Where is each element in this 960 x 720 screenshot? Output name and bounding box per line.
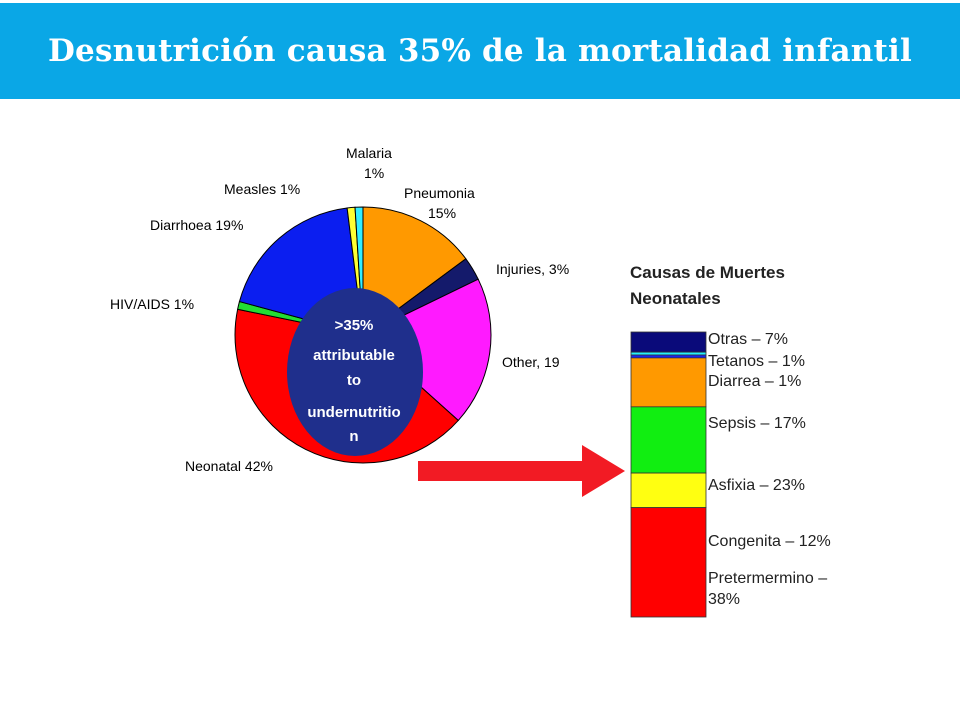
pie-slice-label: Pneumonia 15% bbox=[404, 185, 475, 221]
center-text-line: >35% bbox=[335, 317, 374, 334]
center-text-line: to bbox=[347, 372, 361, 389]
center-text-line: undernutritio bbox=[307, 404, 400, 421]
bar-segment bbox=[630, 406, 707, 474]
stacked-bar-chart: Causas de Muertes Neonatales Otras – 7% Tet… bbox=[630, 263, 831, 618]
bar-segment-label: Diarrea – 1% bbox=[708, 373, 801, 390]
pie-slice-label: Diarrhoea 19% bbox=[150, 217, 243, 233]
center-badge: >35% attributable to undernutritio n bbox=[287, 288, 423, 456]
center-text-line: n bbox=[349, 428, 358, 445]
arrow-shape bbox=[418, 445, 625, 497]
page-title: Desnutrición causa 35% de la mortalidad … bbox=[47, 33, 913, 69]
bar-segment bbox=[630, 331, 707, 353]
pie-slice-label: Measles 1% bbox=[224, 181, 300, 197]
bar-segment-label: Congenita – 12% bbox=[708, 533, 831, 550]
bar-chart-title: Causas de Muertes Neonatales bbox=[630, 263, 785, 308]
header-bar: Desnutrición causa 35% de la mortalidad … bbox=[0, 3, 960, 99]
center-circle bbox=[287, 288, 423, 456]
arrow-icon bbox=[418, 445, 625, 497]
bar-segment-label: Sepsis – 17% bbox=[708, 415, 806, 432]
pie-slice bbox=[362, 278, 492, 422]
bar-segment-label: Tetanos – 1% bbox=[708, 353, 805, 370]
bar-segment bbox=[630, 357, 707, 408]
pie-slice-label: Injuries, 3% bbox=[496, 261, 569, 277]
pie-slice-label: HIV/AIDS 1% bbox=[110, 296, 194, 312]
bar-segment bbox=[630, 472, 707, 509]
pie-labels: Pneumonia 15% Injuries, 3% Other, 19 Neonata… bbox=[110, 145, 569, 474]
bar-segment-label: Otras – 7% bbox=[708, 331, 788, 348]
pie-slice-label: Neonatal 42% bbox=[185, 458, 273, 474]
pie-slice-label: Malaria 1% bbox=[346, 145, 392, 181]
bar-segment-label: Pretermermino –38% bbox=[708, 570, 827, 608]
bar-segment bbox=[630, 351, 707, 356]
bar-segment-label: Asfixia – 23% bbox=[708, 477, 805, 494]
bar-segment bbox=[630, 507, 707, 618]
pie-slice-label: Other, 19 bbox=[502, 354, 560, 370]
bar-segment bbox=[630, 354, 707, 359]
center-text-line: attributable bbox=[313, 347, 395, 364]
